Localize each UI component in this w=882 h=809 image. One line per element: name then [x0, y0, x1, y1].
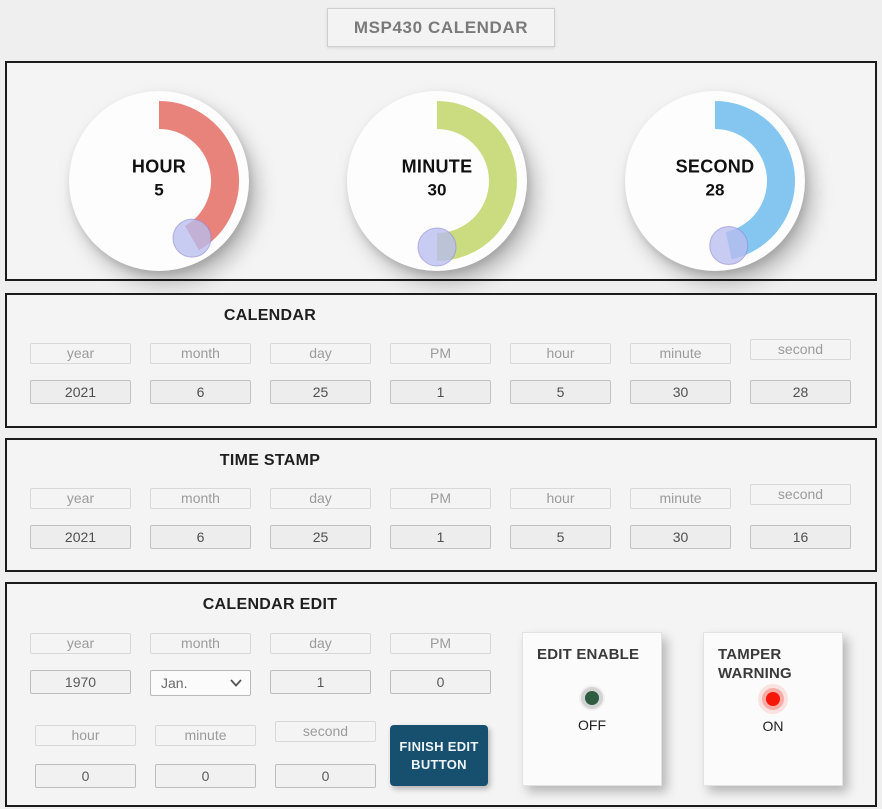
- edit-label-month: month: [150, 633, 251, 654]
- edit-labels-row-2: hour minute second: [7, 721, 875, 746]
- gauge-minute-svg: [417, 101, 517, 267]
- calendar-value-minute: 30: [630, 380, 731, 404]
- gauge-hour-knob[interactable]: [172, 218, 212, 258]
- edit-hour-input[interactable]: 0: [35, 764, 136, 788]
- gauges-panel: HOUR 5 MINUTE 30 SECOND 28: [5, 61, 877, 281]
- gauge-hour: HOUR 5: [69, 91, 249, 271]
- timestamp-label-second: second: [750, 484, 851, 505]
- gauge-hour-arc: [158, 101, 239, 251]
- timestamp-label-pm: PM: [390, 488, 491, 509]
- gauge-second-value: 28: [705, 180, 725, 200]
- timestamp-value-minute: 30: [630, 525, 731, 549]
- calendar-labels-row: year month day PM hour minute second: [7, 339, 875, 364]
- calendar-value-year: 2021: [30, 380, 131, 404]
- timestamp-label-day: day: [270, 488, 371, 509]
- calendar-panel-title: CALENDAR: [223, 307, 317, 324]
- edit-enable-state: OFF: [578, 716, 606, 733]
- gauge-hour-text: HOUR 5: [69, 156, 249, 200]
- edit-year-input[interactable]: 1970: [30, 670, 131, 694]
- timestamp-panel: TIME STAMP year month day PM hour minute…: [5, 438, 877, 572]
- edit-day-input[interactable]: 1: [270, 670, 371, 694]
- finish-edit-button-line2: BUTTON: [411, 756, 467, 772]
- gauge-hour-label: HOUR: [131, 156, 187, 177]
- gauge-minute-text: MINUTE 30: [347, 156, 527, 200]
- tamper-warning-card: TAMPER WARNING ON: [703, 632, 843, 786]
- tamper-warning-title: TAMPER WARNING: [718, 646, 792, 682]
- timestamp-values-row: 2021 6 25 1 5 30 16: [7, 525, 875, 549]
- gauge-minute: MINUTE 30: [347, 91, 527, 271]
- calendar-panel: CALENDAR year month day PM hour minute s…: [5, 293, 877, 428]
- gauge-minute-label: MINUTE: [401, 156, 473, 177]
- timestamp-panel-title: TIME STAMP: [219, 452, 321, 469]
- edit-label-pm: PM: [390, 633, 491, 654]
- gauge-second: SECOND 28: [625, 91, 805, 271]
- tamper-warning-led-indicator: [766, 691, 780, 706]
- timestamp-value-second: 16: [750, 525, 851, 549]
- edit-minute-input[interactable]: 0: [155, 764, 256, 788]
- timestamp-value-day: 25: [270, 525, 371, 549]
- edit-values-row-1: 1970 Jan. 1 0: [7, 670, 875, 696]
- calendar-label-minute: minute: [630, 343, 731, 364]
- timestamp-label-month: month: [150, 488, 251, 509]
- gauge-hour-value: 5: [154, 180, 164, 200]
- gauge-hour-svg: [158, 101, 239, 258]
- edit-label-day: day: [270, 633, 371, 654]
- timestamp-value-year: 2021: [30, 525, 131, 549]
- calendar-value-second: 28: [750, 380, 851, 404]
- calendar-value-month: 6: [150, 380, 251, 404]
- gauge-second-svg: [709, 101, 795, 266]
- calendar-value-day: 25: [270, 380, 371, 404]
- edit-pm-input[interactable]: 0: [390, 670, 491, 694]
- timestamp-label-minute: minute: [630, 488, 731, 509]
- gauge-minute-knob[interactable]: [417, 227, 457, 267]
- edit-label-second: second: [275, 721, 376, 742]
- calendar-value-hour: 5: [510, 380, 611, 404]
- timestamp-labels-row: year month day PM hour minute second: [7, 484, 875, 509]
- gauge-second-knob[interactable]: [709, 226, 749, 266]
- calendar-edit-panel: CALENDAR EDIT year month day PM 1970 Jan…: [5, 582, 877, 807]
- edit-values-row-2: 0 0 0: [7, 764, 875, 788]
- edit-enable-title: EDIT ENABLE: [537, 646, 640, 663]
- chevron-down-icon: [230, 679, 242, 687]
- edit-label-hour: hour: [35, 725, 136, 746]
- finish-edit-button-line1: FINISH EDIT: [399, 738, 479, 754]
- calendar-value-pm: 1: [390, 380, 491, 404]
- gauge-minute-value: 30: [427, 180, 447, 200]
- timestamp-label-year: year: [30, 488, 131, 509]
- edit-label-minute: minute: [155, 725, 256, 746]
- calendar-label-month: month: [150, 343, 251, 364]
- calendar-label-pm: PM: [390, 343, 491, 364]
- edit-month-select-value: Jan.: [161, 675, 188, 691]
- app-title-box: MSP430 CALENDAR: [327, 8, 555, 47]
- edit-label-year: year: [30, 633, 131, 654]
- calendar-label-hour: hour: [510, 343, 611, 364]
- calendar-values-row: 2021 6 25 1 5 30 28: [7, 380, 875, 404]
- timestamp-value-month: 6: [150, 525, 251, 549]
- calendar-label-year: year: [30, 343, 131, 364]
- gauge-second-label: SECOND: [675, 156, 755, 177]
- finish-edit-button[interactable]: FINISH EDIT BUTTON: [390, 725, 488, 786]
- edit-enable-card: EDIT ENABLE OFF: [522, 632, 662, 786]
- gauge-second-text: SECOND 28: [625, 156, 805, 200]
- tamper-warning-state: ON: [762, 717, 784, 734]
- app-title: MSP430 CALENDAR: [353, 17, 529, 37]
- edit-second-input[interactable]: 0: [275, 764, 376, 788]
- calendar-edit-title: CALENDAR EDIT: [202, 596, 338, 613]
- gauge-minute-arc: [436, 101, 517, 261]
- gauge-second-arc: [714, 101, 795, 260]
- calendar-label-second: second: [750, 339, 851, 360]
- edit-enable-led-indicator: [585, 690, 599, 705]
- edit-labels-row-1: year month day PM: [7, 633, 875, 654]
- timestamp-value-pm: 1: [390, 525, 491, 549]
- edit-month-select[interactable]: Jan.: [150, 670, 251, 696]
- calendar-label-day: day: [270, 343, 371, 364]
- timestamp-label-hour: hour: [510, 488, 611, 509]
- timestamp-value-hour: 5: [510, 525, 611, 549]
